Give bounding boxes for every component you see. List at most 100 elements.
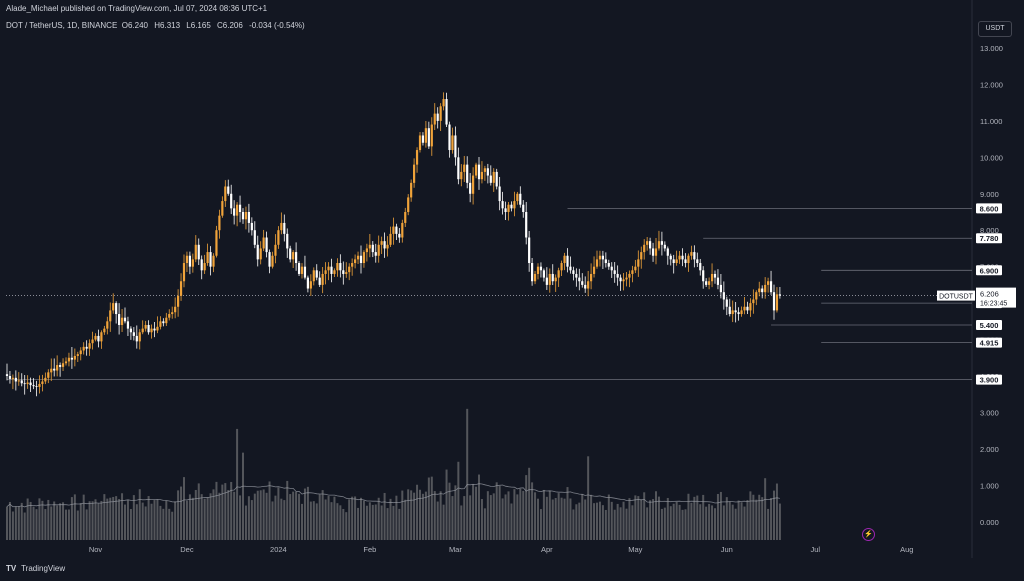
volume-bar	[59, 503, 62, 540]
candle-body	[389, 233, 392, 245]
volume-bar	[191, 497, 194, 540]
low-label: L	[186, 21, 191, 30]
volume-bar	[44, 509, 47, 540]
candle-body	[749, 303, 752, 311]
volume-bar	[761, 497, 764, 540]
candle-body	[474, 164, 478, 176]
candle-body	[306, 277, 309, 289]
volume-bar	[563, 498, 566, 540]
volume-bar	[433, 491, 436, 540]
candle-body	[23, 383, 26, 385]
candle-body	[283, 222, 286, 234]
candle-body	[492, 171, 495, 183]
volume-bar	[537, 498, 539, 540]
volume-bar	[324, 499, 327, 540]
candle-body	[646, 241, 649, 245]
x-tick-label: May	[628, 545, 642, 554]
candle-body	[625, 277, 628, 280]
volume-bar	[501, 498, 504, 540]
volume-bar	[153, 500, 156, 540]
candle-body	[182, 263, 186, 282]
candle-body	[129, 328, 132, 333]
candle-body	[631, 270, 634, 274]
candle-body	[144, 324, 147, 329]
volume-bar	[472, 483, 475, 540]
candle-body	[657, 241, 661, 249]
candle-body	[61, 363, 65, 367]
volume-bar	[758, 494, 761, 540]
candle-body	[333, 270, 336, 274]
volume-bar	[693, 496, 696, 540]
candle-body	[351, 263, 354, 267]
volume-bar	[303, 488, 306, 540]
candle-body	[477, 164, 481, 180]
candle-body	[528, 237, 531, 264]
candle-body	[761, 288, 764, 293]
candle-body	[47, 372, 50, 378]
volume-bar	[613, 509, 616, 540]
volume-bar	[451, 496, 454, 540]
volume-bar	[371, 504, 374, 540]
candle-body	[660, 241, 663, 245]
y-tick-label: 10.000	[980, 153, 1003, 162]
volume-bar	[17, 506, 20, 540]
volume-bar	[94, 499, 97, 540]
volume-bar	[244, 505, 247, 540]
candle-body	[463, 164, 466, 172]
candle-body	[592, 266, 596, 274]
level-label: 5.400	[980, 321, 999, 330]
candle-body	[710, 273, 714, 282]
candle-body	[259, 248, 262, 260]
volume-bar	[778, 503, 781, 540]
y-tick-label: 13.000	[980, 44, 1003, 53]
volume-bar	[475, 486, 478, 540]
candle-body	[277, 230, 280, 245]
volume-bar	[212, 489, 215, 540]
candle-body	[356, 255, 360, 260]
volume-bar	[29, 501, 32, 540]
open-value: 6.240	[127, 21, 149, 30]
candle-body	[554, 277, 557, 282]
candle-body	[489, 175, 492, 183]
volume-bar	[601, 505, 604, 540]
volume-bar	[171, 511, 174, 540]
candle-body	[20, 380, 23, 384]
volume-bar	[525, 475, 528, 540]
volume-bar	[578, 502, 581, 540]
volume-bar	[436, 501, 439, 540]
volume-bar	[292, 491, 295, 540]
candle-body	[44, 377, 47, 382]
volume-bar	[483, 508, 486, 540]
volume-bar	[309, 501, 312, 540]
lightning-icon[interactable]: ⚡	[862, 528, 875, 541]
volume-bar	[65, 509, 67, 540]
candle-body	[708, 281, 711, 285]
candle-body	[247, 212, 250, 223]
candle-body	[610, 266, 613, 271]
candle-body	[221, 201, 224, 216]
candle-body	[533, 273, 537, 282]
candle-body	[507, 204, 510, 212]
volume-bar	[764, 478, 767, 540]
volume-bar	[714, 508, 716, 540]
candle-body	[483, 168, 486, 172]
volume-bar	[41, 500, 44, 540]
volume-bar	[298, 493, 301, 540]
candle-body	[165, 317, 168, 324]
close-label: C	[217, 21, 223, 30]
volume-bar	[6, 506, 8, 540]
currency-unit-button[interactable]: USDT	[978, 21, 1012, 37]
volume-bar	[569, 498, 572, 540]
volume-bar	[389, 498, 392, 540]
volume-bar	[572, 509, 575, 540]
level-label: 4.915	[980, 339, 999, 348]
volume-bar	[315, 503, 318, 540]
candle-body	[451, 135, 454, 151]
symbol-text[interactable]: DOT / TetherUS, 1D, BINANCE	[6, 21, 118, 30]
volume-bar	[230, 481, 233, 540]
candle-body	[135, 335, 138, 342]
candle-body	[191, 259, 194, 267]
candle-body	[73, 355, 76, 360]
volume-bar	[655, 491, 657, 540]
